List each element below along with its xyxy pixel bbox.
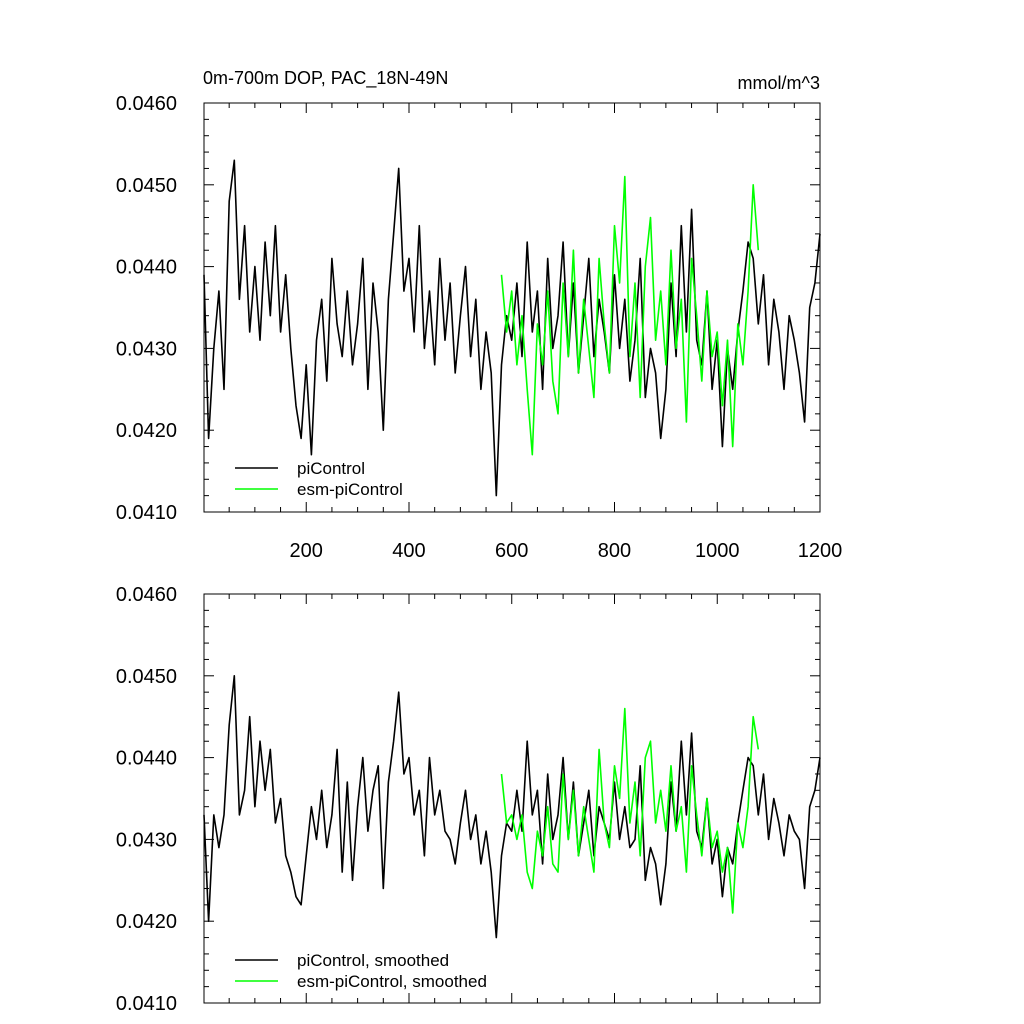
top-legend-label: esm-piControl <box>297 480 403 499</box>
bottom-series-line-esm-picontrol <box>500 707 760 914</box>
top-y-tick-label: 0.0460 <box>116 93 177 115</box>
bottom-series-line-picontrol <box>203 674 821 939</box>
top-series-line-esm-picontrol <box>500 175 760 456</box>
top-y-tick-label: 0.0410 <box>116 502 177 524</box>
top-x-tick-label: 1200 <box>798 540 843 562</box>
top-y-tick-label: 0.0420 <box>116 420 177 442</box>
top-panel: 0m-700m DOP, PAC_18N-49N mmol/m^3 0.0410… <box>116 68 842 562</box>
top-y-tick-label: 0.0430 <box>116 338 177 360</box>
top-y-tick-label: 0.0450 <box>116 175 177 197</box>
bottom-y-tick-label: 0.0450 <box>116 666 177 688</box>
top-x-tick-label: 800 <box>598 540 631 562</box>
top-y-tick-label: 0.0440 <box>116 257 177 279</box>
top-legend-label: piControl <box>297 459 365 478</box>
bottom-legend-label: piControl, smoothed <box>297 951 449 970</box>
top-x-tick-label: 200 <box>290 540 323 562</box>
bottom-panel: 0.0410 0.0420 0.0430 0.0440 0.0450 0.0460 piCo… <box>116 584 821 1015</box>
bottom-y-tick-label: 0.0410 <box>116 993 177 1015</box>
top-panel-units: mmol/m^3 <box>738 73 820 93</box>
top-x-tick-label: 600 <box>495 540 528 562</box>
bottom-y-tick-label: 0.0460 <box>116 584 177 606</box>
top-panel-title: 0m-700m DOP, PAC_18N-49N <box>203 68 448 89</box>
top-x-tick-label: 400 <box>392 540 425 562</box>
top-x-tick-label: 1000 <box>695 540 740 562</box>
bottom-y-tick-label: 0.0420 <box>116 911 177 933</box>
bottom-y-tick-label: 0.0430 <box>116 829 177 851</box>
bottom-y-tick-label: 0.0440 <box>116 748 177 770</box>
bottom-legend-label: esm-piControl, smoothed <box>297 972 487 991</box>
